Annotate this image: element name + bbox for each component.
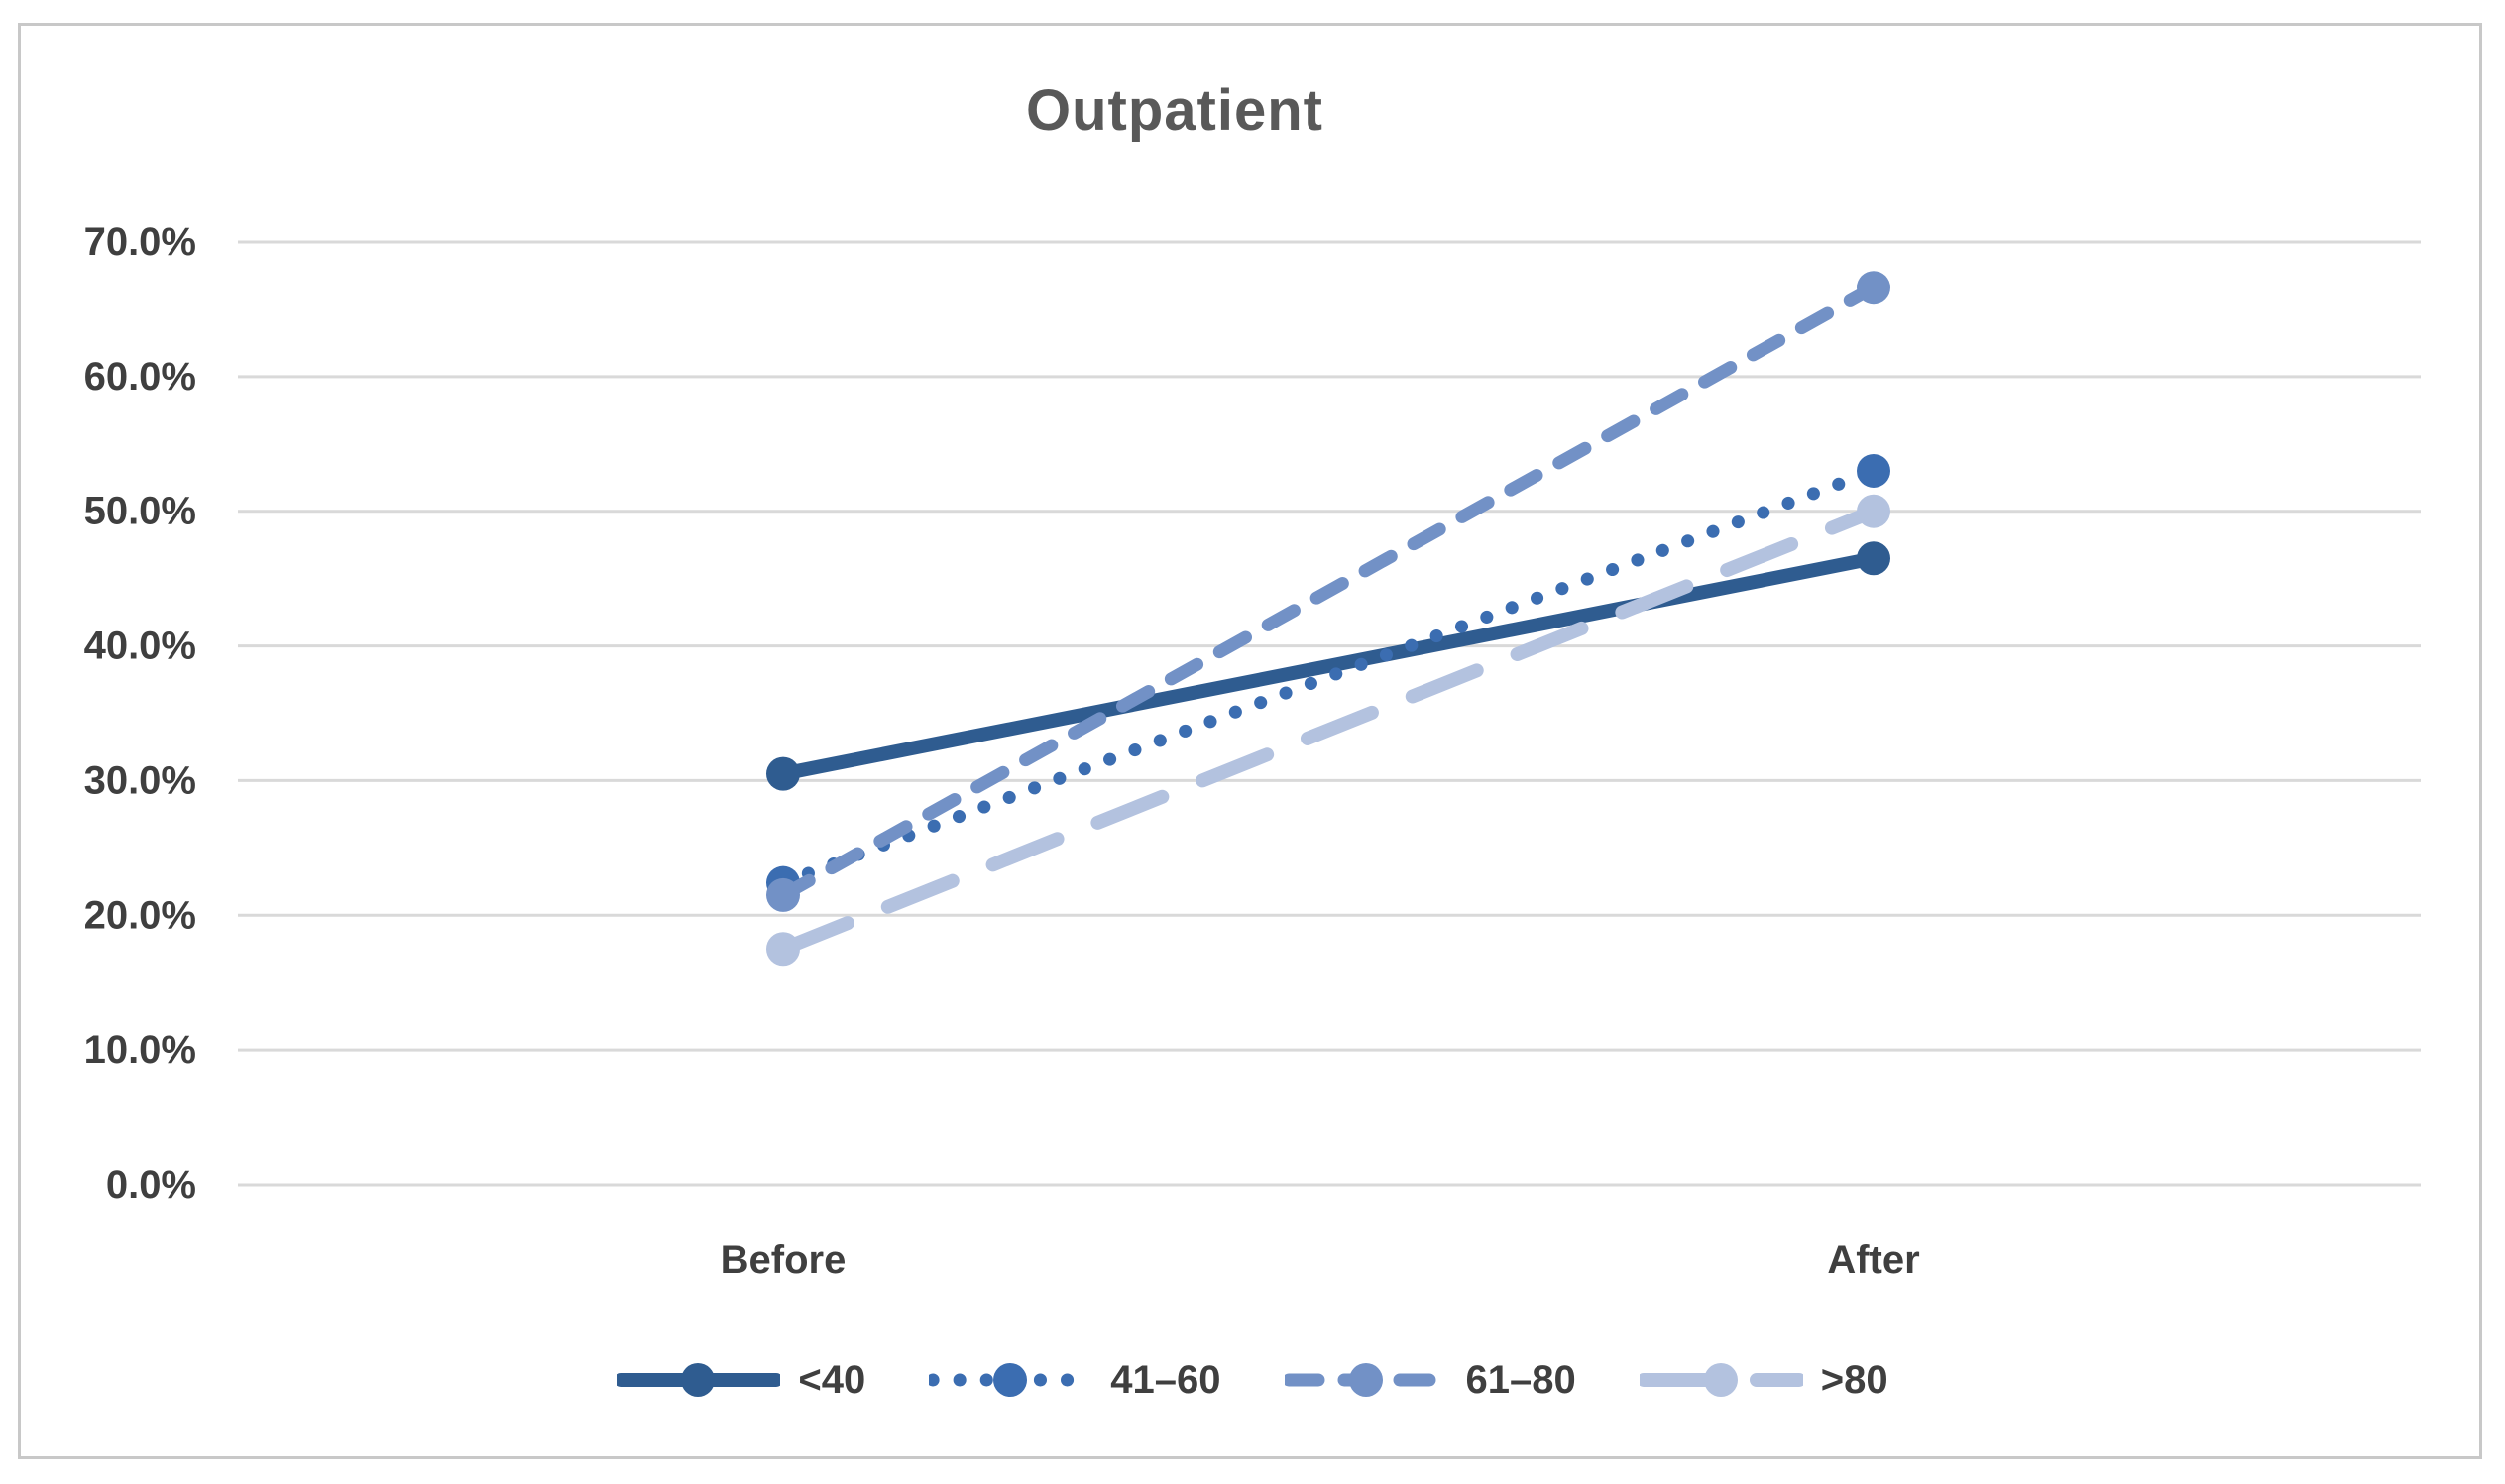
series-line-61–80 [776, 281, 1880, 902]
data-point-marker [766, 756, 800, 791]
legend-item->80: >80 [1639, 1357, 1888, 1403]
y-axis-tick-label: 40.0% [84, 625, 196, 668]
y-axis-tick-label: 30.0% [84, 758, 196, 802]
data-point-marker [1857, 271, 1890, 305]
legend-swatch-dashed-line [1284, 1363, 1448, 1397]
legend-swatch-dotted-line [929, 1363, 1093, 1397]
y-axis-tick-label: 0.0% [106, 1163, 196, 1206]
legend-item-61–80: 61–80 [1284, 1357, 1576, 1403]
y-axis-tick-label: 70.0% [84, 220, 196, 264]
x-axis-label-before: Before [721, 1238, 847, 1282]
chart-title: Outpatient [1026, 78, 1323, 143]
legend-item-<40: <40 [617, 1357, 865, 1403]
data-point-marker [1857, 541, 1890, 576]
legend-label: 41–60 [1110, 1357, 1221, 1402]
y-axis-tick-label: 60.0% [84, 355, 196, 399]
legend-marker-sample [681, 1363, 716, 1397]
legend-marker-sample [1348, 1363, 1383, 1397]
legend-label: <40 [798, 1357, 866, 1402]
legend-label: 61–80 [1465, 1357, 1576, 1402]
y-axis-tick-label: 10.0% [84, 1028, 196, 1072]
series-line->80 [776, 504, 1880, 957]
y-axis-tick-label: 20.0% [84, 893, 196, 937]
legend-marker-sample [993, 1363, 1028, 1397]
data-point-marker [766, 877, 800, 912]
legend-swatch-long-dash-line [1639, 1363, 1803, 1397]
data-point-marker [1857, 494, 1890, 528]
legend-label: >80 [1820, 1357, 1888, 1402]
series-line-<40 [776, 551, 1880, 781]
chart-legend: <40 41–60 61–80 >80 [0, 1340, 2505, 1420]
data-point-marker [1857, 453, 1890, 488]
legend-item-41–60: 41–60 [929, 1357, 1221, 1403]
x-axis-label-after: After [1827, 1238, 1919, 1282]
series-line-41–60 [776, 464, 1880, 890]
y-axis-tick-label: 50.0% [84, 490, 196, 533]
chart-frame [18, 23, 2482, 1459]
legend-swatch-solid-line [617, 1363, 781, 1397]
legend-marker-sample [1703, 1363, 1738, 1397]
data-point-marker [766, 932, 800, 967]
